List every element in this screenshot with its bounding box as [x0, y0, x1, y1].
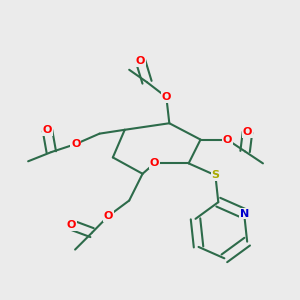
Text: S: S — [212, 170, 219, 180]
Text: N: N — [239, 208, 249, 219]
Text: O: O — [71, 139, 80, 149]
Text: O: O — [162, 92, 171, 102]
Text: O: O — [67, 220, 76, 230]
Text: O: O — [104, 211, 113, 221]
Text: O: O — [136, 56, 145, 66]
Text: O: O — [150, 158, 159, 168]
Text: O: O — [243, 127, 252, 137]
Text: O: O — [223, 135, 232, 145]
Text: O: O — [43, 125, 52, 135]
